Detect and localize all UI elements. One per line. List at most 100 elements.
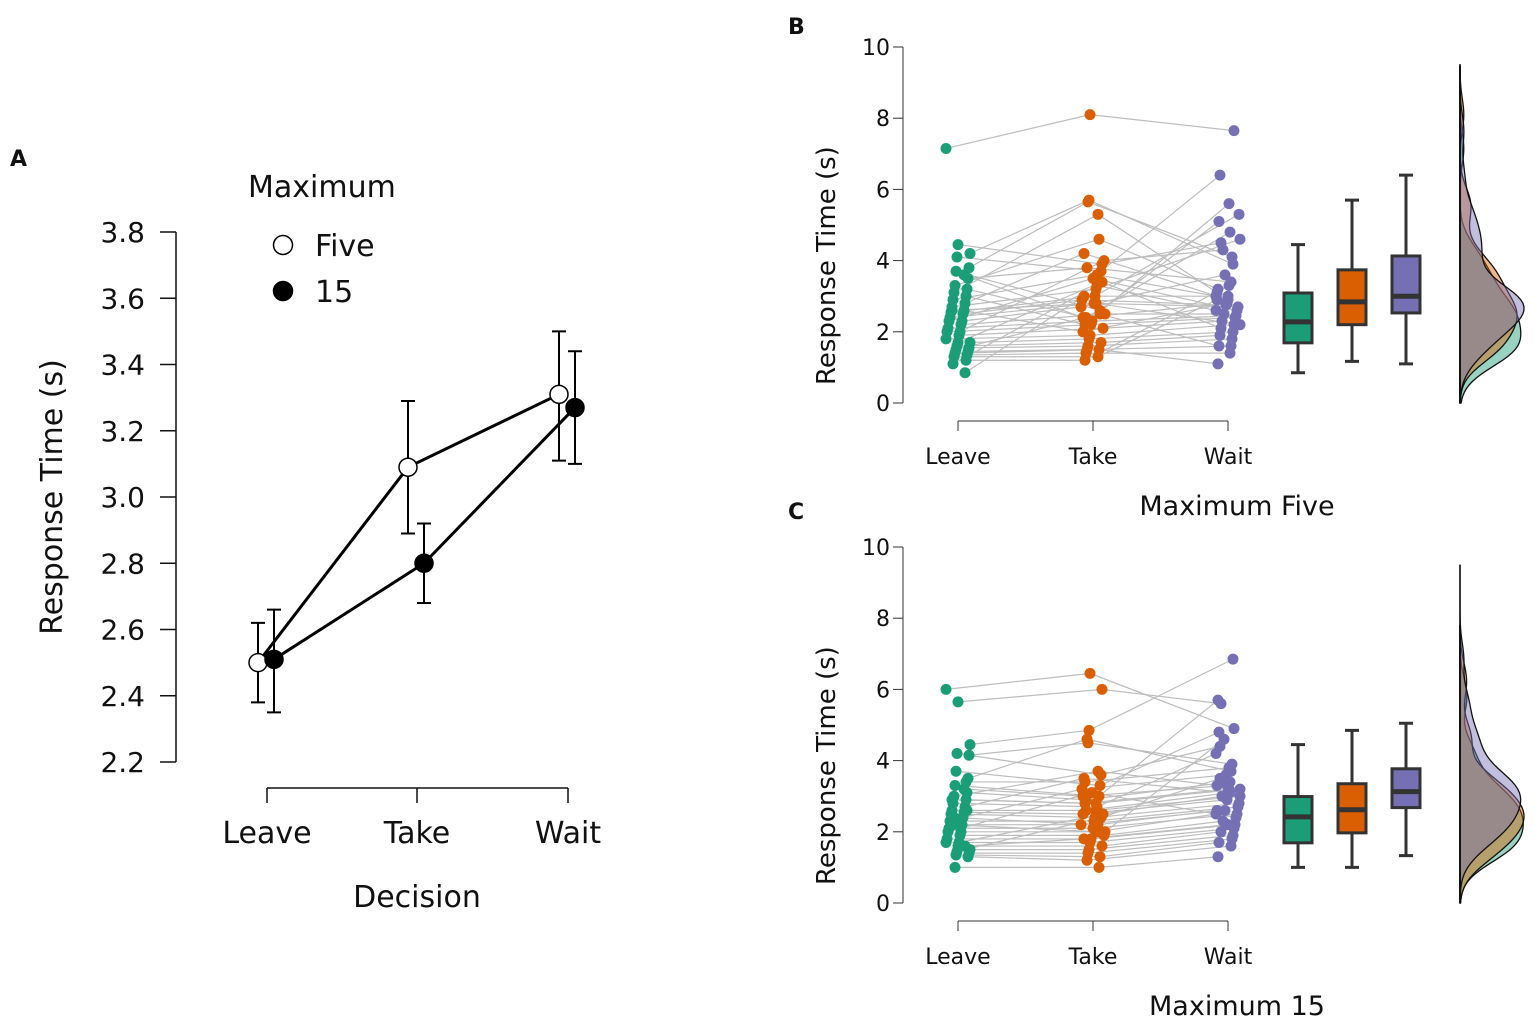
subject-line [969,199,1234,265]
y-tick-label: 3.0 [100,481,145,514]
data-point-leave [946,304,958,316]
x-tick-label: Take [1068,445,1118,470]
data-point-take [1090,297,1102,309]
data-point-leave [952,696,964,708]
data-point-wait [1225,840,1237,852]
data-point-wait [1218,733,1230,745]
data-point-wait [1210,747,1222,759]
data-point-wait [1223,762,1235,774]
data-point-wait [1217,244,1229,256]
y-tick-label: 2.2 [100,746,145,779]
subject-line [957,688,1222,705]
data-point-leave [963,749,975,761]
data-point-wait [1213,836,1225,848]
x-tick-label: Take [383,816,451,851]
data-point-wait [1223,280,1235,292]
data-point-leave [947,819,959,831]
legend-marker-15 [272,280,294,302]
data-point-wait [1210,304,1222,316]
data-point-leave [961,804,973,816]
data-point-take [1084,109,1096,121]
x-tick-label: Wait [1204,945,1253,970]
data-point-leave [951,251,963,263]
box-whisker-leave [1291,243,1305,375]
panel-title: Maximum Five [1139,491,1334,522]
data-point-take [1092,765,1104,777]
y-tick-label: 2 [876,821,890,846]
data-point-leave [958,269,970,281]
data-point-wait [1234,233,1246,245]
y-tick-label: 4 [876,750,890,775]
y-tick-label: 0 [876,892,890,917]
data-point-wait [1219,269,1231,281]
data-point-leave [949,861,961,873]
subject-line [945,672,1235,730]
data-point-wait [1210,808,1222,820]
data-point-leave [964,739,976,751]
data-point-wait [1212,694,1224,706]
box-whisker-take [1345,728,1359,869]
panel-a: 2.2 2.4 2.6 2.8 3.0 3.2 3.4 3.6 3.8 Leave Take Wait… [35,170,601,915]
data-point-wait [1214,169,1226,181]
data-point-leave [940,333,952,345]
y-tick-label: 10 [862,536,890,561]
data-point-leave [962,851,974,863]
data-point-take [1098,255,1110,267]
data-point-wait [1228,723,1240,735]
data-point-take [1094,780,1106,792]
data-point-Five [549,384,569,405]
data-point-wait [1224,226,1236,238]
y-tick-label: 3.4 [100,349,145,382]
data-point-take [1077,790,1089,802]
data-point-15 [264,649,284,670]
y-tick-label: 2.8 [100,547,145,580]
data-point-wait [1227,653,1239,665]
x-tick-label: Wait [1204,445,1253,470]
panel-title: Maximum 15 [1149,991,1325,1022]
data-point-take [1075,819,1087,831]
data-point-leave [949,780,961,792]
x-tick-label: Take [1068,945,1118,970]
data-point-leave [959,367,971,379]
box-whisker-wait [1399,173,1413,366]
y-axis-title: Response Time (s) [35,359,70,635]
density-wait [1459,564,1522,904]
subject-line [969,658,1234,746]
data-point-leave [947,358,959,370]
data-point-take [1096,683,1108,695]
data-point-wait [1212,358,1224,370]
data-point-take [1091,826,1103,838]
y-tick-label: 3.6 [100,282,145,315]
data-point-take [1078,833,1090,845]
data-point-take [1077,312,1089,324]
data-point-take [1081,854,1093,866]
data-point-wait [1222,819,1234,831]
data-point-take [1090,797,1102,809]
data-point-leave [940,142,952,154]
data-point-leave [952,239,964,251]
density-take [1459,64,1518,404]
y-axis-title: Response Time (s) [812,646,842,885]
data-point-take [1081,262,1093,274]
panel-b: 0 2 4 6 8 10 Response Time (s) Leave Take Wait Max… [812,36,1525,522]
data-point-take [1092,208,1104,220]
y-tick-label: 0 [876,392,890,417]
data-point-15 [565,397,585,418]
data-point-leave [940,683,952,695]
data-point-wait [1233,208,1245,220]
data-point-wait [1221,297,1233,309]
data-point-wait [1228,125,1240,137]
data-point-leave [960,354,972,366]
data-point-wait [1214,329,1226,341]
data-point-leave [959,840,971,852]
data-point-take [1096,840,1108,852]
x-tick-label: Leave [925,445,990,470]
y-tick-label: 2 [876,321,890,346]
data-point-wait [1234,783,1246,795]
data-point-take [1078,247,1090,259]
legend-label: 15 [315,275,353,310]
data-point-leave [958,783,970,795]
data-point-wait [1211,294,1223,306]
data-point-take [1084,667,1096,679]
